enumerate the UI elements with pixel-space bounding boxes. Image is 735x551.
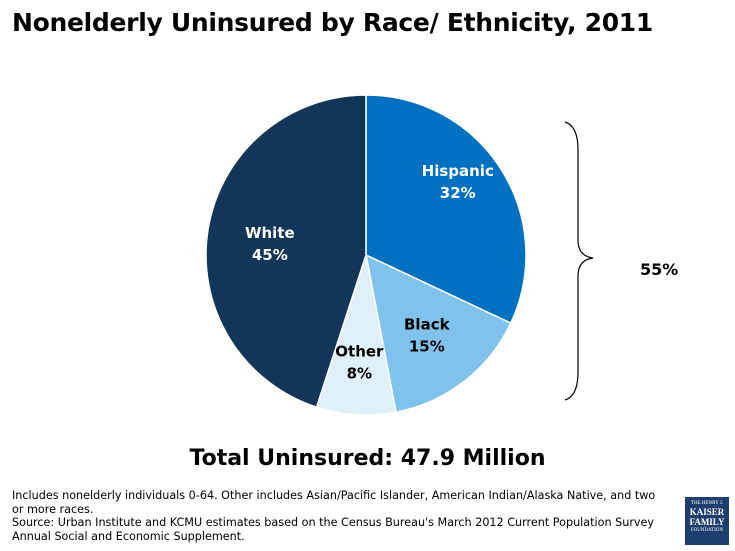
kaiser-logo: THE HENRY J. KAISER FAMILY FOUNDATION <box>685 497 729 545</box>
slice-value-label: 15% <box>409 337 445 355</box>
slice-value-label: 32% <box>440 184 476 202</box>
logo-line: KAISER <box>689 507 725 517</box>
bracket-annotation: 55% <box>640 260 679 279</box>
slice-label: Black <box>404 315 451 333</box>
note-text: Includes nonelderly individuals 0-64. Ot… <box>12 489 656 516</box>
slice-label: White <box>245 224 295 242</box>
logo-line: THE HENRY J. <box>690 501 724 506</box>
chart-title: Nonelderly Uninsured by Race/ Ethnicity,… <box>12 8 653 37</box>
pie-slice-white <box>205 94 367 409</box>
slice-value-label: 8% <box>347 364 372 382</box>
footnotes: Includes nonelderly individuals 0-64. Ot… <box>12 489 667 543</box>
total-label: Total Uninsured: 47.9 Million <box>189 446 546 471</box>
pie-slice-hispanic <box>365 94 527 325</box>
slice-label: Hispanic <box>422 162 494 180</box>
logo-line: FOUNDATION <box>690 528 724 533</box>
pie-slice-black <box>364 253 512 414</box>
logo-line: FAMILY <box>689 517 725 527</box>
source-text: Source: Urban Institute and KCMU estimat… <box>12 516 655 543</box>
slice-label: Other <box>335 342 384 360</box>
bracket <box>564 121 594 401</box>
slice-value-label: 45% <box>252 246 288 264</box>
